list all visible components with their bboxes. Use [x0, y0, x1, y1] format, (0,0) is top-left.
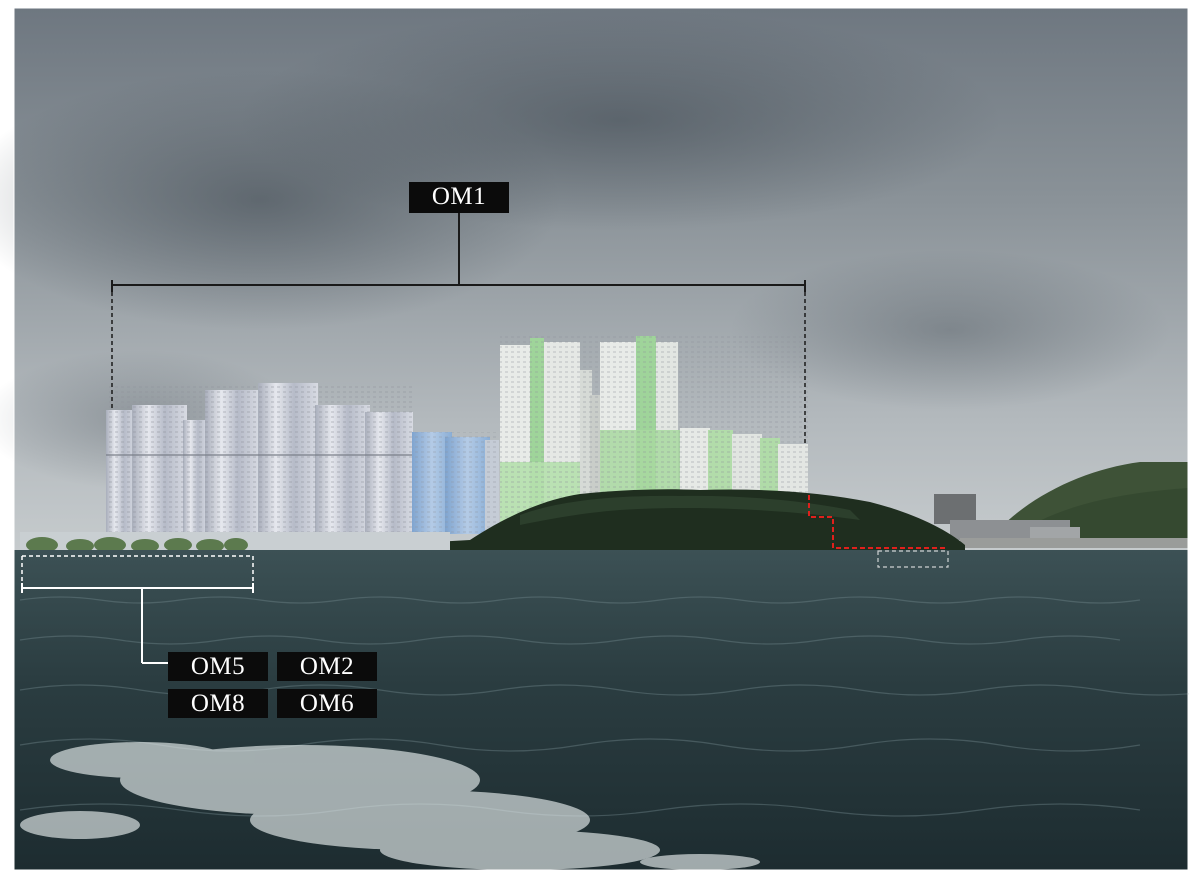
label-om1: OM1 — [409, 182, 509, 213]
waterfront-trees — [26, 537, 248, 553]
seawall — [960, 538, 1188, 548]
om1-bracket — [111, 213, 806, 445]
white-boundary-box — [877, 550, 949, 568]
proposed-towers-grey — [106, 383, 413, 532]
site-boundary-red — [808, 495, 948, 549]
proposed-towers-blue — [412, 432, 499, 534]
shore-building — [1030, 527, 1080, 541]
label-om5: OM5 — [168, 652, 268, 681]
shore-building — [934, 494, 976, 524]
storm-cloud — [240, 10, 1000, 230]
label-om8: OM8 — [168, 689, 268, 718]
white-foam — [20, 742, 760, 870]
label-om2: OM2 — [277, 652, 377, 681]
label-om6: OM6 — [277, 689, 377, 718]
storm-cloud — [730, 250, 1170, 410]
photo-frame — [13, 7, 1189, 871]
om-lower-bracket — [21, 555, 254, 664]
island-highlight — [520, 495, 860, 525]
